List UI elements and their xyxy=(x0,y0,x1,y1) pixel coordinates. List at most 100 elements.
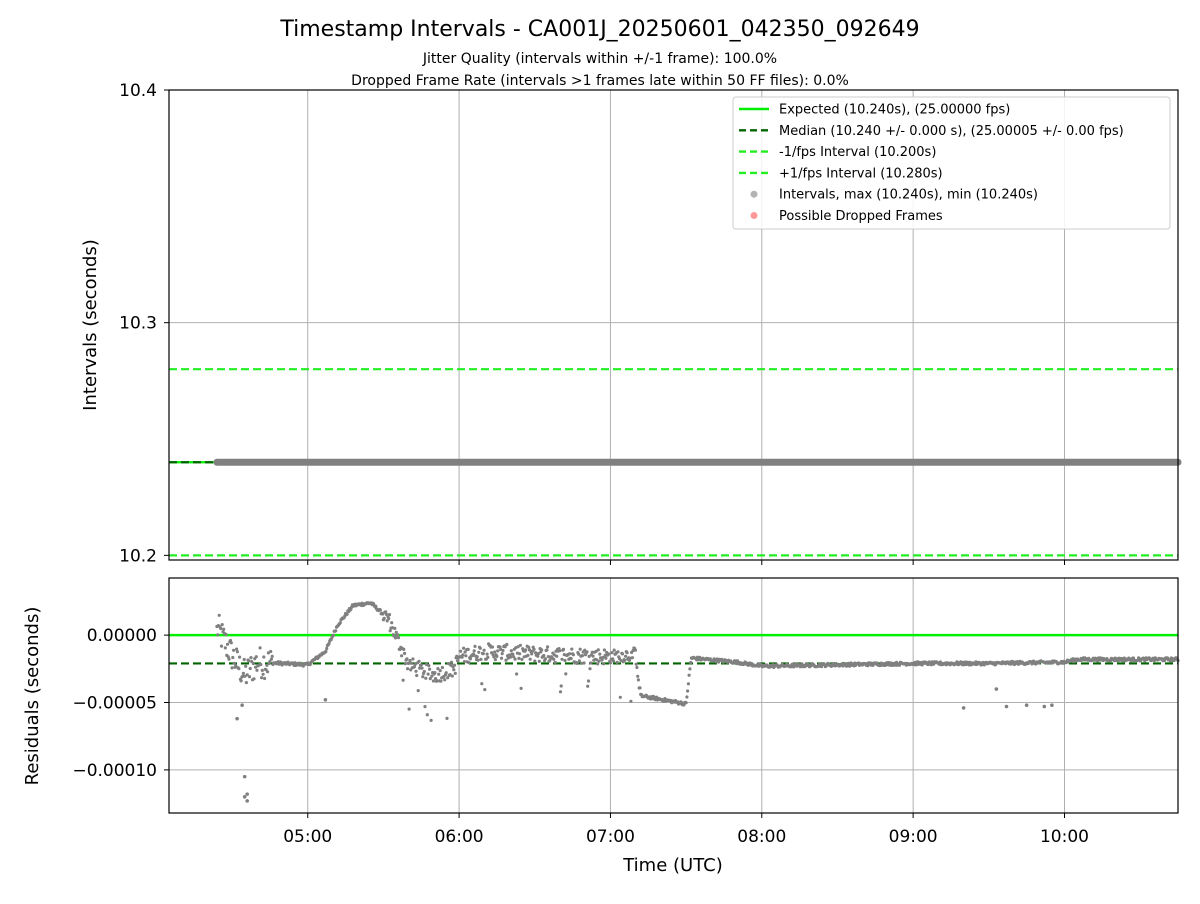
residual-point xyxy=(601,655,605,660)
residual-point xyxy=(546,645,550,649)
residual-point xyxy=(636,678,641,682)
bottom-y-tick-label: −0.00010 xyxy=(72,761,157,781)
residual-point xyxy=(235,647,239,651)
residual-point xyxy=(503,645,507,649)
bottom-residual-points xyxy=(215,601,1180,803)
residual-point xyxy=(482,648,486,652)
residual-point xyxy=(583,648,587,652)
residual-point xyxy=(610,651,614,655)
residual-point xyxy=(338,621,342,625)
residual-point xyxy=(561,647,566,652)
residual-point xyxy=(515,672,519,676)
residual-point xyxy=(588,667,592,671)
residual-point xyxy=(612,648,616,652)
residual-point xyxy=(543,657,548,661)
residual-point xyxy=(629,699,633,703)
residual-point xyxy=(625,651,629,655)
residual-point xyxy=(429,718,433,723)
residual-point xyxy=(430,674,434,678)
residual-point xyxy=(452,668,456,672)
residual-point xyxy=(428,677,432,681)
residual-point xyxy=(608,661,613,665)
residual-point xyxy=(426,672,430,676)
residual-point xyxy=(559,684,563,688)
residual-point xyxy=(586,684,590,688)
residual-point xyxy=(220,623,224,627)
residual-point xyxy=(263,676,267,681)
residual-point xyxy=(413,662,417,666)
residual-point xyxy=(450,674,454,678)
residual-point xyxy=(463,650,467,654)
residual-point xyxy=(624,654,628,658)
residual-point xyxy=(241,671,245,676)
residual-point xyxy=(268,659,272,664)
residual-point xyxy=(262,655,266,659)
residual-point xyxy=(254,655,258,659)
residual-point xyxy=(324,649,328,654)
residual-point xyxy=(511,652,515,656)
residual-point xyxy=(230,666,234,670)
residual-point xyxy=(486,655,490,660)
bottom-y-tick-label: 0.00000 xyxy=(87,626,157,646)
residual-point xyxy=(473,644,477,649)
residual-point xyxy=(411,657,415,661)
residual-point xyxy=(232,648,236,652)
residual-point xyxy=(499,656,504,660)
residual-point xyxy=(249,656,253,660)
residual-outlier-point xyxy=(1004,704,1009,709)
residual-point xyxy=(331,633,336,637)
bottom-axes-frame xyxy=(168,577,1179,814)
residual-point xyxy=(438,669,442,673)
residual-point xyxy=(684,701,688,705)
residual-point xyxy=(406,667,410,671)
residual-point xyxy=(259,662,263,667)
bottom-x-ticks: 05:00 06:00 07:00 08:00 09:00 10:00 xyxy=(283,813,1089,847)
top-panel: 10.2 10.3 10.4 Intervals (seconds) Expecte… xyxy=(80,81,1182,566)
residual-point xyxy=(418,666,422,670)
residual-point xyxy=(393,626,397,631)
residual-point xyxy=(555,654,559,658)
residual-point xyxy=(462,660,466,664)
residual-point xyxy=(400,654,404,658)
residual-point xyxy=(232,661,236,665)
residual-point xyxy=(607,652,611,656)
residual-point xyxy=(602,648,607,652)
residual-point xyxy=(532,647,536,652)
residual-point xyxy=(421,675,425,679)
residual-point xyxy=(500,652,504,656)
residual-point xyxy=(445,716,449,721)
residual-point xyxy=(596,662,600,666)
residual-point xyxy=(558,649,562,653)
residual-point xyxy=(597,659,601,663)
x-tick-label: 07:00 xyxy=(586,827,635,847)
residual-point xyxy=(374,604,378,608)
residual-point xyxy=(425,713,429,717)
residual-point xyxy=(568,652,572,656)
residual-point xyxy=(591,654,595,658)
residual-point xyxy=(403,651,407,656)
residual-point xyxy=(269,657,273,661)
residual-point xyxy=(504,658,508,662)
residual-point xyxy=(462,646,466,650)
residual-point xyxy=(241,674,245,678)
residual-point xyxy=(689,660,693,665)
residual-point xyxy=(564,672,568,676)
residual-point xyxy=(520,657,524,662)
residual-point xyxy=(519,686,523,691)
residual-point xyxy=(412,665,416,669)
residual-point xyxy=(252,677,256,681)
residual-point xyxy=(466,647,470,652)
residual-point xyxy=(401,678,405,682)
x-tick-label: 10:00 xyxy=(1040,827,1089,847)
legend-label: Possible Dropped Frames xyxy=(779,209,943,224)
residual-point xyxy=(224,632,228,637)
residual-point xyxy=(545,648,549,652)
residual-point xyxy=(634,662,638,666)
residual-point xyxy=(248,666,252,671)
residual-point xyxy=(245,673,249,677)
top-y-tick-label: 10.2 xyxy=(119,546,157,566)
residual-point xyxy=(293,661,297,665)
residual-point xyxy=(602,662,606,666)
residual-point xyxy=(569,657,573,661)
residual-point xyxy=(582,661,586,665)
